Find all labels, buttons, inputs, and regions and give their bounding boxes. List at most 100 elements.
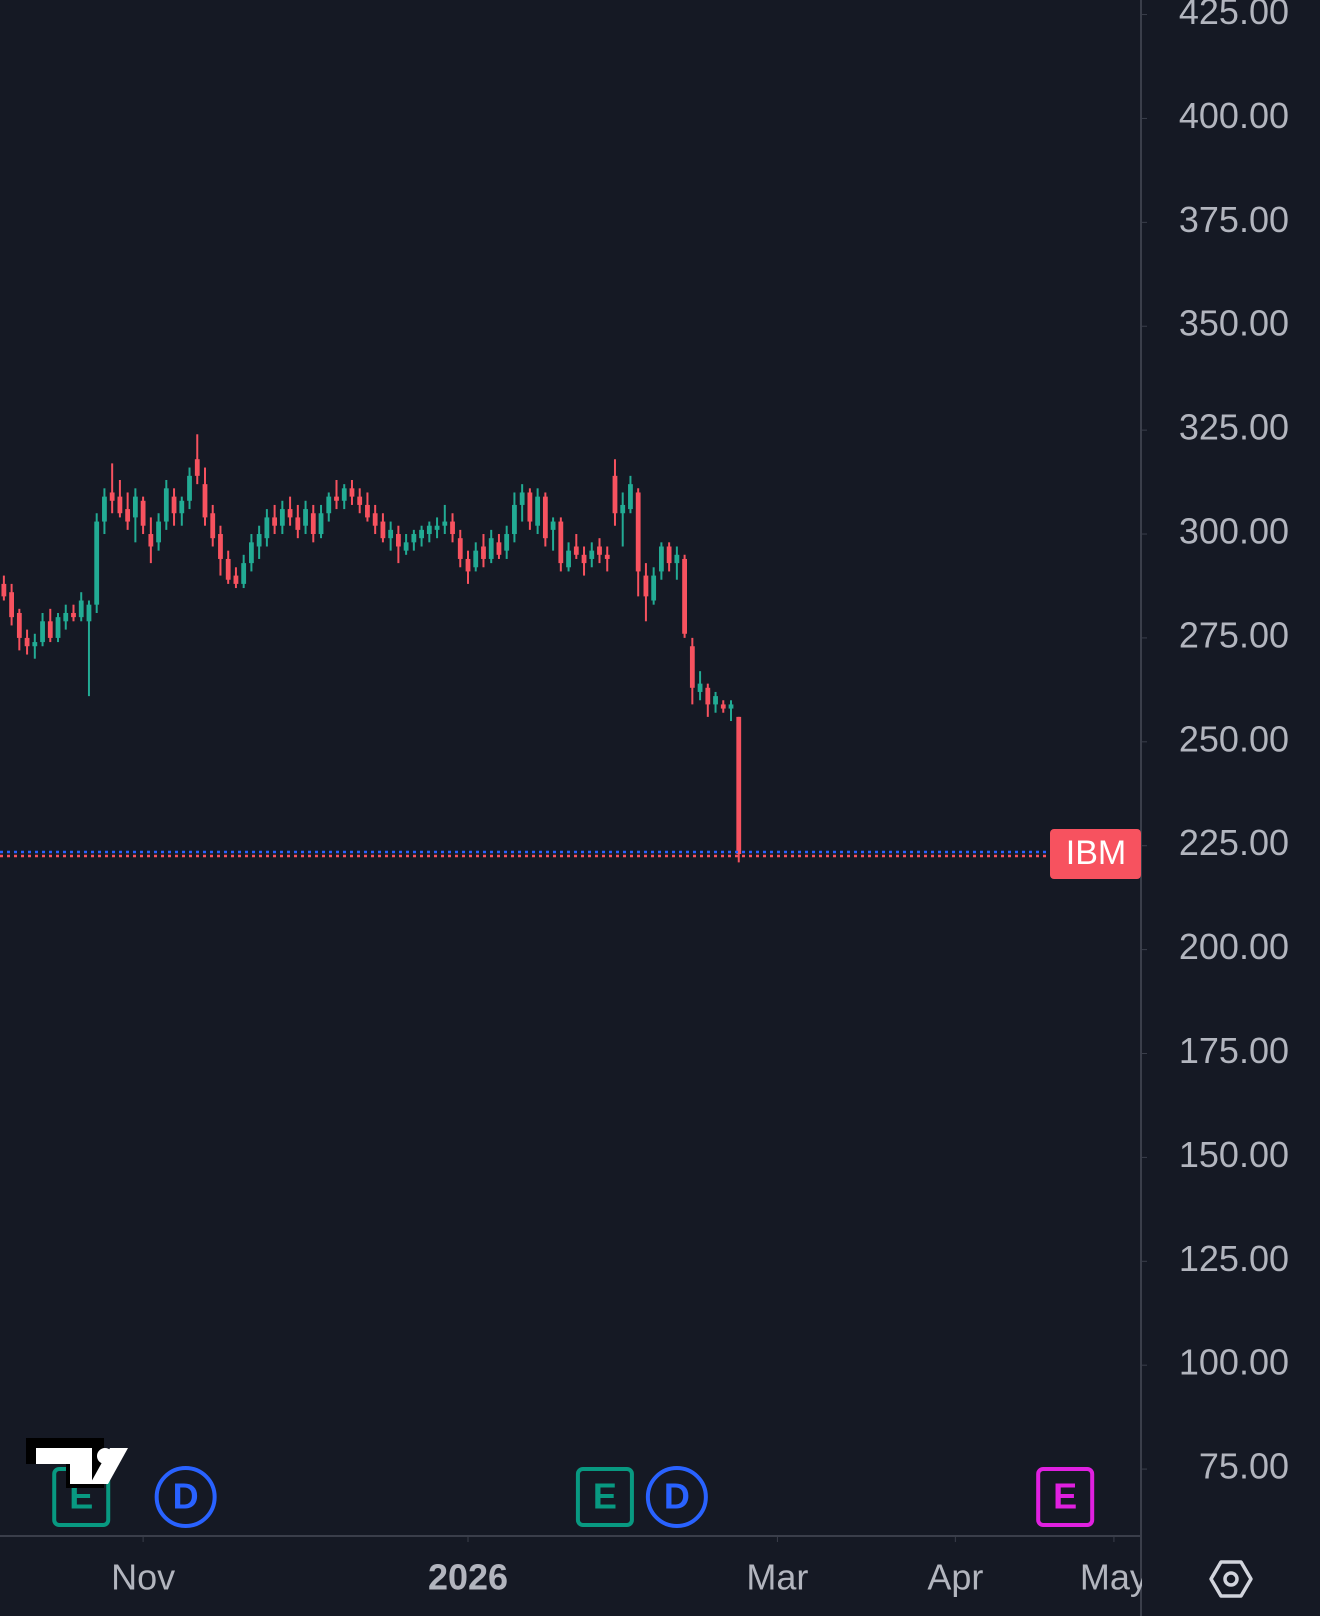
candle-body xyxy=(527,492,533,522)
x-tick-label: May xyxy=(1080,1557,1148,1598)
candle-body xyxy=(488,538,494,559)
candle-body xyxy=(682,558,687,634)
candle-body xyxy=(535,496,541,526)
candle-body xyxy=(148,534,154,547)
candle-body xyxy=(318,513,324,535)
event-marker xyxy=(1036,1467,1095,1527)
candle-body xyxy=(643,575,649,597)
candle-body xyxy=(628,484,633,510)
candle-body xyxy=(218,534,223,559)
event-label: D xyxy=(664,1476,690,1517)
candle-body xyxy=(303,509,308,526)
candle-body xyxy=(249,542,254,564)
y-tick-label: 100.00 xyxy=(1179,1342,1289,1383)
event-label: E xyxy=(593,1476,617,1517)
candle-body xyxy=(334,496,339,501)
event-label: E xyxy=(1053,1476,1077,1517)
candle-body xyxy=(233,575,239,584)
candle-body xyxy=(326,496,332,514)
candle-body xyxy=(666,546,672,564)
event-marker xyxy=(154,1466,217,1528)
candle-body xyxy=(705,687,711,705)
candle-body xyxy=(194,459,200,476)
settings-center xyxy=(1223,1571,1239,1587)
candle-body xyxy=(481,546,486,559)
y-tick-label: 200.00 xyxy=(1179,926,1289,967)
candle-body xyxy=(504,534,510,551)
y-tick-label: 275.00 xyxy=(1179,614,1289,655)
candle-body xyxy=(156,521,161,543)
y-tick-label: 375.00 xyxy=(1179,199,1289,240)
candle-body xyxy=(241,563,247,584)
candle-body xyxy=(450,521,455,535)
y-tick-label: 425.00 xyxy=(1179,0,1289,32)
candle-body xyxy=(411,534,417,543)
candle-body xyxy=(550,521,556,530)
candle-body xyxy=(380,521,386,539)
candle-body xyxy=(589,550,595,559)
y-tick-label: 350.00 xyxy=(1179,303,1289,344)
candle-body xyxy=(163,488,169,522)
candle-body xyxy=(279,509,285,526)
x-tick-label: Apr xyxy=(927,1557,983,1598)
candle-body xyxy=(512,504,517,535)
candle-body xyxy=(728,704,734,709)
y-tick-label: 400.00 xyxy=(1179,95,1289,136)
candle-body xyxy=(55,617,61,638)
candle-body xyxy=(40,621,45,643)
tradingview-logo xyxy=(26,1438,128,1488)
candle-body xyxy=(179,500,185,514)
candle-body xyxy=(287,509,293,518)
event-label: D xyxy=(173,1476,199,1517)
candle-body xyxy=(47,621,53,638)
candle-body xyxy=(256,534,262,547)
candle-body xyxy=(109,492,115,501)
candle-body xyxy=(597,546,602,555)
candle-body xyxy=(171,496,177,514)
candle-body xyxy=(419,529,424,539)
candle-body xyxy=(388,529,394,539)
candle-body xyxy=(86,604,92,622)
axis-cover xyxy=(1142,1537,1320,1616)
candle-body xyxy=(78,600,84,618)
candle-body xyxy=(697,683,703,692)
event-marker xyxy=(645,1466,708,1528)
settings-button[interactable] xyxy=(1209,1560,1253,1598)
y-tick-label: 225.00 xyxy=(1179,822,1289,863)
candle-body xyxy=(651,575,657,601)
candle-body xyxy=(264,517,270,539)
y-tick-label: 150.00 xyxy=(1179,1134,1289,1175)
settings-hexagon xyxy=(1209,1560,1253,1598)
candle-body xyxy=(426,525,432,535)
candle-body xyxy=(202,484,208,518)
event-marker xyxy=(575,1467,634,1527)
candle-body xyxy=(635,492,641,572)
candle-body xyxy=(24,637,30,647)
y-tick-label: 175.00 xyxy=(1179,1030,1289,1071)
candle-body xyxy=(689,646,695,688)
candle-body xyxy=(720,704,726,709)
candle-body xyxy=(125,509,131,522)
candle-body xyxy=(295,517,301,530)
y-tick-label: 300.00 xyxy=(1179,511,1289,552)
candle-body xyxy=(365,504,370,518)
candle-body xyxy=(272,517,278,526)
candle-body xyxy=(395,534,401,547)
candle-body xyxy=(225,558,231,580)
candle-body xyxy=(357,496,363,505)
candle-body xyxy=(519,492,525,505)
candle-body xyxy=(496,542,502,555)
candle-body xyxy=(581,554,587,564)
candle-body xyxy=(736,716,742,855)
candle-body xyxy=(102,496,107,522)
candle-body xyxy=(442,521,448,526)
candle-body xyxy=(63,612,69,622)
candle-body xyxy=(372,513,378,526)
candle-body xyxy=(341,488,347,501)
candle-body xyxy=(187,475,192,501)
candle-body xyxy=(457,538,463,559)
candle-body xyxy=(566,550,571,568)
candle-body xyxy=(403,542,409,551)
